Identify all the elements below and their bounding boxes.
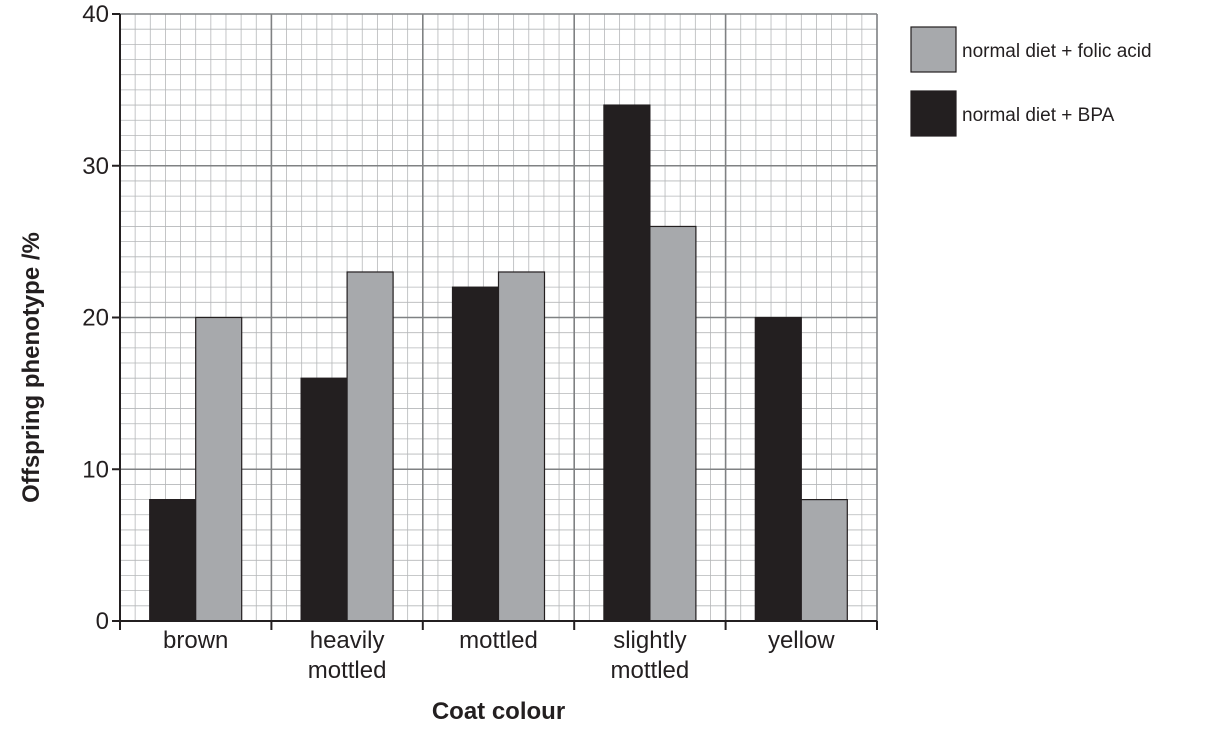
legend: normal diet + folic acid normal diet + BP… [910,26,1152,137]
x-category-label: yellow [768,627,835,654]
bar-folic-acid-3 [649,225,697,622]
y-tick-label: 0 [96,608,109,635]
bar-folic-acid-4 [800,499,848,622]
x-axis-title: Coat colour [432,698,565,725]
y-tick-label: 30 [82,153,109,180]
legend-label: normal diet + BPA [962,105,1115,126]
bar-bpa-2 [451,286,500,622]
bar-bpa-0 [149,499,197,622]
y-tick-label: 10 [82,456,109,483]
x-category-label: mottled [459,627,538,654]
bar-folic-acid-0 [195,316,243,622]
legend-swatch [910,26,957,73]
bar-bpa-4 [754,316,802,622]
y-axis-title: Offspring phenotype /% [18,232,45,503]
x-category-label: slightly mottled [611,627,690,684]
axes [112,13,878,630]
legend-label: normal diet + folic acid [962,41,1152,62]
bars [149,104,848,622]
bar-bpa-1 [300,377,348,622]
labels: 0 10 20 30 40 brown heavily mottled mottled sligh… [18,1,835,725]
bar-folic-acid-2 [497,271,546,622]
x-category-label: brown [163,627,228,654]
x-category-label: heavily mottled [308,627,387,684]
y-tick-label: 20 [82,305,109,332]
y-tick-label: 40 [82,1,109,28]
bar-bpa-3 [603,104,651,622]
bar-folic-acid-1 [346,271,394,622]
legend-swatch [910,90,957,137]
